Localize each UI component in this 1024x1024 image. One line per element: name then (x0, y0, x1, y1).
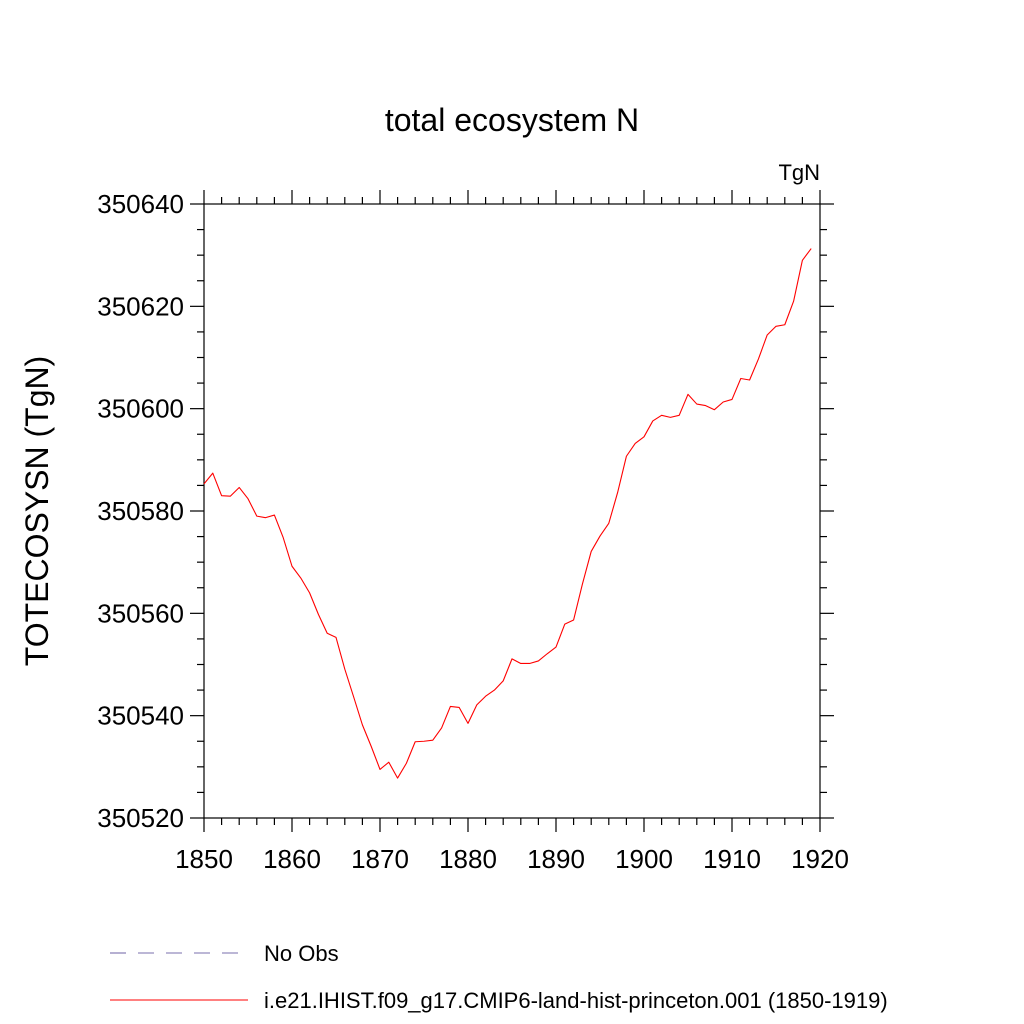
units-label: TgN (778, 160, 820, 185)
x-tick-labels: 1850 1860 1870 1880 1890 1900 1910 1920 (175, 844, 849, 874)
x-tick-label: 1880 (439, 844, 497, 874)
y-tick-label: 350520 (97, 803, 184, 833)
y-tick-label: 350620 (97, 291, 184, 321)
legend-label: i.e21.IHIST.f09_g17.CMIP6-land-hist-prin… (264, 988, 888, 1013)
x-tick-label: 1860 (263, 844, 321, 874)
legend-label: No Obs (264, 941, 339, 966)
y-tick-label: 350560 (97, 598, 184, 628)
x-tick-label: 1920 (791, 844, 849, 874)
chart-title: total ecosystem N (385, 102, 639, 138)
x-tick-label: 1890 (527, 844, 585, 874)
series-line-1 (203, 248, 812, 779)
plot-frame (203, 203, 821, 819)
y-tick-label: 350580 (97, 496, 184, 526)
y-tick-label: 350540 (97, 701, 184, 731)
x-tick-label: 1910 (703, 844, 761, 874)
x-tick-label: 1850 (175, 844, 233, 874)
y-tick-labels: 350520 350540 350560 350580 350600 350620 3506… (97, 189, 184, 833)
axis-ticks (190, 190, 834, 832)
y-axis-label: TOTECOSYSN (TgN) (19, 356, 55, 667)
y-tick-label: 350640 (97, 189, 184, 219)
series-layer (203, 248, 812, 779)
legend: No Obs i.e21.IHIST.f09_g17.CMIP6-land-his… (110, 941, 888, 1013)
x-tick-label: 1900 (615, 844, 673, 874)
y-tick-label: 350600 (97, 394, 184, 424)
x-tick-label: 1870 (351, 844, 409, 874)
